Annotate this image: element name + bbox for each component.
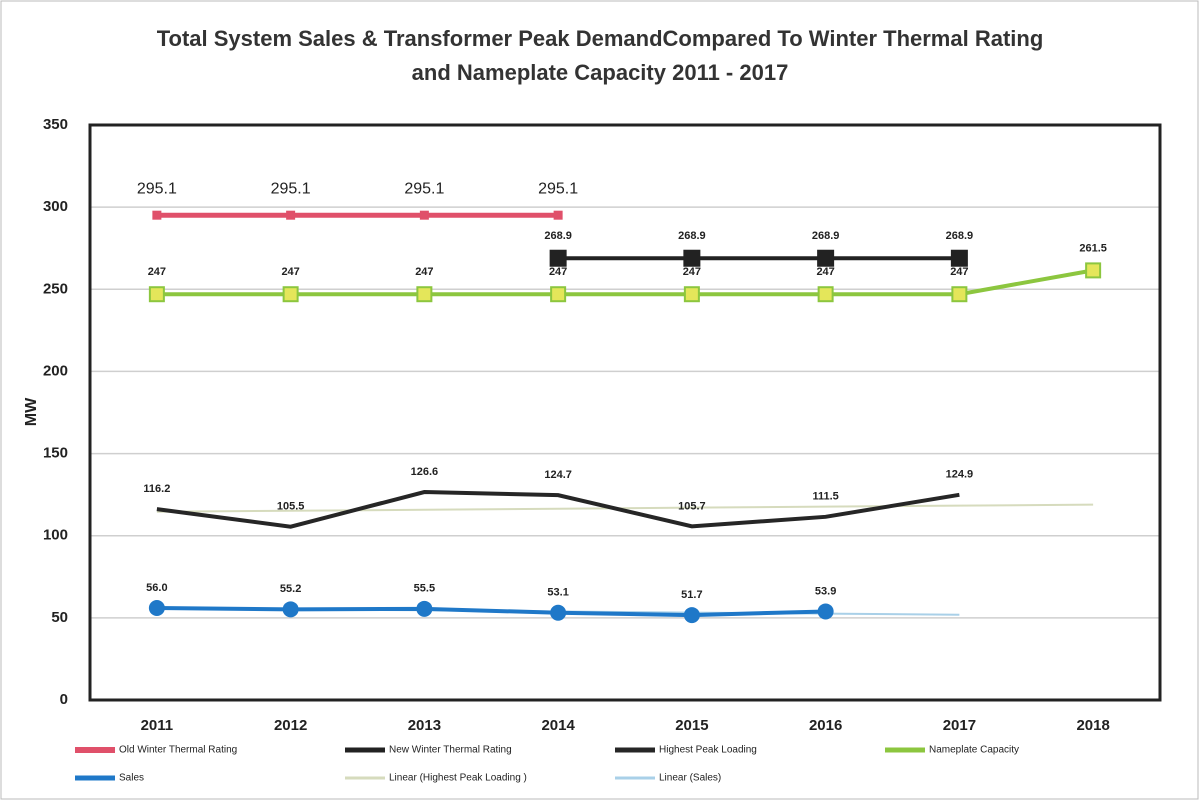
y-tick-label: 100 <box>43 527 68 544</box>
x-tick-label: 2015 <box>675 717 708 734</box>
legend-label: Highest Peak Loading <box>659 745 757 756</box>
x-tick-label: 2017 <box>943 717 976 734</box>
marker <box>416 600 433 617</box>
marker <box>950 249 968 267</box>
x-tick-label: 2013 <box>408 717 441 734</box>
data-label: 247 <box>816 266 834 278</box>
marker <box>152 210 162 220</box>
marker <box>1085 262 1102 279</box>
y-tick-label: 150 <box>43 445 68 462</box>
series-line <box>156 606 826 618</box>
legend-label: Old Winter Thermal Rating <box>119 745 237 756</box>
marker <box>683 249 701 267</box>
data-label: 126.6 <box>411 466 439 478</box>
data-label: 53.9 <box>815 585 836 597</box>
marker <box>286 210 296 220</box>
series-line <box>156 490 960 529</box>
data-label: 247 <box>549 266 567 278</box>
legend-label: Nameplate Capacity <box>929 745 1019 756</box>
data-label: 105.5 <box>277 501 305 513</box>
y-tick-label: 350 <box>43 116 68 133</box>
data-label: 268.9 <box>812 230 840 242</box>
x-tick-label: 2014 <box>541 717 575 734</box>
data-label: 56.0 <box>146 582 167 594</box>
data-label: 105.7 <box>678 500 706 512</box>
data-label: 247 <box>950 266 968 278</box>
legend-label: New Winter Thermal Rating <box>389 745 512 756</box>
y-axis-label: MW <box>23 397 40 426</box>
data-label: 268.9 <box>946 230 974 242</box>
data-label: 247 <box>148 266 166 278</box>
series-line <box>156 503 1094 513</box>
data-label: 295.1 <box>404 180 444 197</box>
y-tick-label: 0 <box>60 691 68 708</box>
marker <box>683 286 700 303</box>
marker <box>550 604 567 621</box>
y-tick-label: 200 <box>43 362 68 379</box>
data-label: 247 <box>683 266 701 278</box>
marker <box>817 603 834 620</box>
marker <box>817 249 835 267</box>
marker <box>553 210 563 220</box>
y-tick-label: 300 <box>43 198 68 215</box>
marker <box>282 286 299 303</box>
data-label: 268.9 <box>678 230 706 242</box>
marker <box>550 286 567 303</box>
legend-label: Sales <box>119 773 144 784</box>
data-label: 247 <box>415 266 433 278</box>
data-label: 295.1 <box>538 180 578 197</box>
marker <box>148 286 165 303</box>
y-tick-label: 50 <box>51 609 68 626</box>
series-line <box>156 268 1094 297</box>
data-label: 124.7 <box>544 469 572 481</box>
legend-label: Linear (Sales) <box>659 773 721 784</box>
x-tick-label: 2012 <box>274 717 307 734</box>
data-label: 55.2 <box>280 583 301 595</box>
data-label: 53.1 <box>547 587 568 599</box>
data-label: 268.9 <box>544 230 572 242</box>
marker <box>419 210 429 220</box>
data-label: 247 <box>281 266 299 278</box>
plot-border <box>88 123 1162 702</box>
marker <box>817 286 834 303</box>
x-tick-label: 2011 <box>141 717 174 734</box>
data-label: 116.2 <box>143 483 170 495</box>
legend-label: Linear (Highest Peak Loading ) <box>389 773 527 784</box>
marker <box>683 607 700 624</box>
data-label: 261.5 <box>1079 242 1107 254</box>
data-label: 55.5 <box>414 583 435 595</box>
data-label: 51.7 <box>681 589 702 601</box>
x-tick-label: 2016 <box>809 717 842 734</box>
marker <box>951 286 968 303</box>
marker <box>549 249 567 267</box>
marker <box>148 600 165 616</box>
marker <box>416 286 433 303</box>
y-tick-label: 250 <box>43 280 68 297</box>
data-label: 111.5 <box>812 491 838 503</box>
data-label: 124.9 <box>946 469 974 481</box>
chart-title: Total System Sales & Transformer Peak De… <box>156 26 1044 85</box>
x-tick-label: 2018 <box>1076 717 1109 734</box>
data-label: 295.1 <box>137 180 177 197</box>
data-label: 295.1 <box>271 180 311 197</box>
marker <box>282 601 299 618</box>
